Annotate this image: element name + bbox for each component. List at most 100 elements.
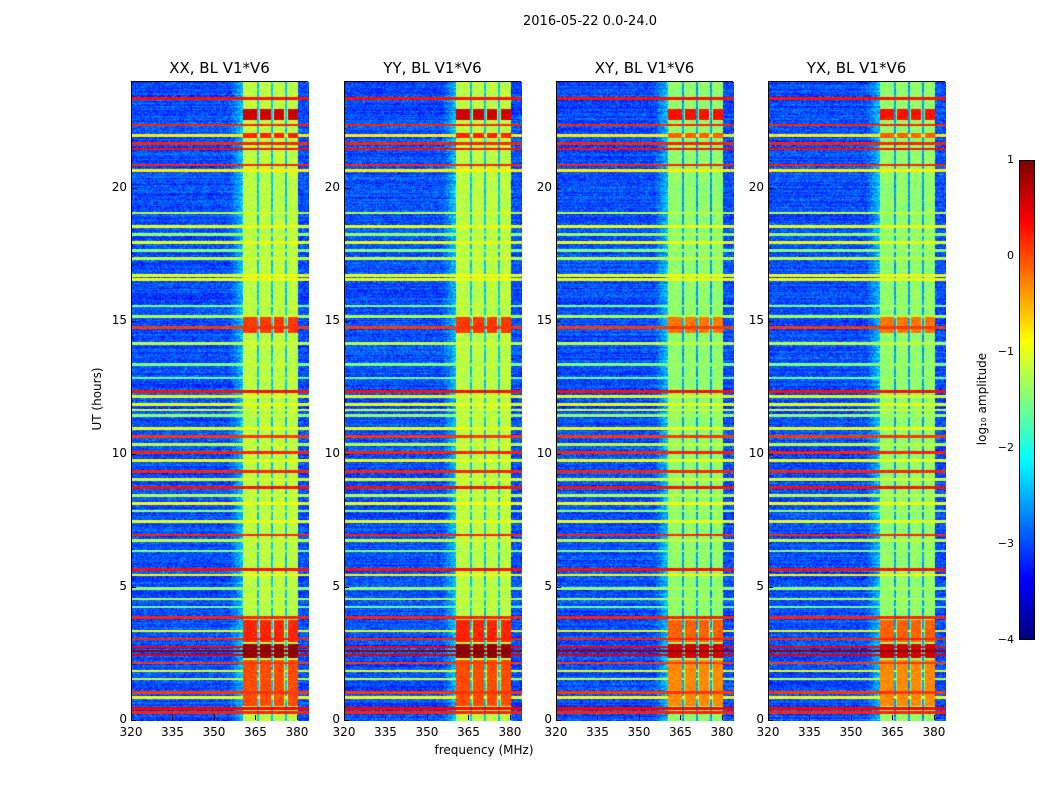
x-tick-label: 320 [756, 725, 780, 739]
y-tick-label: 0 [332, 712, 340, 726]
y-tick-label: 20 [536, 179, 552, 194]
x-tick-label: 335 [374, 725, 397, 739]
y-tick-label: 20 [324, 179, 340, 194]
x-tick-label: 350 [202, 725, 226, 739]
y-tick-mark [768, 320, 773, 322]
x-tick-label: 320 [119, 725, 143, 739]
x-tick-mark [721, 715, 723, 720]
y-tick-mark [344, 453, 349, 455]
y-tick-mark [131, 187, 136, 189]
x-axis-label: frequency (MHz) [434, 743, 534, 757]
x-tick-mark [172, 715, 174, 720]
y-tick-label: 15 [536, 312, 552, 327]
x-tick-mark [680, 715, 682, 720]
x-tick-mark [426, 715, 428, 720]
y-tick-mark [768, 720, 773, 721]
x-tick-mark [933, 715, 935, 720]
x-tick-label: 350 [627, 725, 651, 739]
y-tick-mark [768, 586, 773, 588]
panel-title: YX, BL V1*V6 [806, 59, 907, 77]
x-tick-label: 335 [798, 725, 821, 739]
colorbar-tick-label: 1 [1007, 153, 1014, 166]
x-tick-label: 365 [244, 725, 267, 739]
x-tick-label: 380 [498, 725, 522, 739]
y-tick-label: 15 [748, 312, 764, 327]
x-tick-label: 380 [922, 725, 946, 739]
y-tick-mark [556, 453, 561, 455]
y-tick-label: 5 [332, 578, 340, 593]
y-tick-mark [131, 586, 136, 588]
y-axis-label: UT (hours) [90, 367, 104, 431]
y-tick-label: 0 [544, 712, 552, 726]
x-tick-mark [385, 715, 387, 720]
x-tick-label: 365 [881, 725, 904, 739]
x-tick-mark [892, 715, 894, 720]
x-tick-label: 365 [669, 725, 692, 739]
y-tick-mark [556, 187, 561, 189]
y-tick-mark [344, 586, 349, 588]
x-tick-mark [255, 715, 257, 720]
y-tick-label: 20 [111, 179, 127, 194]
y-tick-mark [556, 586, 561, 588]
y-tick-label: 5 [119, 578, 127, 593]
y-tick-label: 20 [748, 179, 764, 194]
y-tick-label: 10 [111, 445, 127, 460]
x-tick-label: 335 [161, 725, 184, 739]
x-tick-mark [809, 715, 811, 720]
heatmap-cells [345, 82, 522, 721]
panel-title: XY, BL V1*V6 [594, 59, 695, 77]
colorbar [1019, 160, 1035, 640]
y-tick-label: 10 [324, 445, 340, 460]
x-tick-label: 320 [544, 725, 568, 739]
y-tick-mark [344, 320, 349, 322]
x-tick-label: 350 [839, 725, 863, 739]
y-tick-label: 10 [536, 445, 552, 460]
y-tick-label: 5 [544, 578, 552, 593]
colorbar-label: log₁₀ amplitude [975, 352, 989, 446]
heatmap-cells [132, 82, 309, 721]
panel-title: XX, BL V1*V6 [169, 59, 270, 77]
x-tick-label: 350 [415, 725, 439, 739]
x-tick-mark [213, 715, 215, 720]
y-tick-mark [344, 187, 349, 189]
colorbar-tick-label: 0 [1007, 249, 1014, 262]
panel-title: YY, BL V1*V6 [383, 59, 482, 77]
y-tick-mark [556, 320, 561, 322]
x-tick-label: 380 [285, 725, 309, 739]
y-tick-label: 10 [748, 445, 764, 460]
x-tick-label: 320 [332, 725, 356, 739]
colorbar-tick-label: −1 [997, 345, 1014, 358]
x-tick-label: 335 [586, 725, 609, 739]
x-tick-label: 365 [457, 725, 480, 739]
y-tick-mark [768, 187, 773, 189]
x-tick-mark [509, 715, 511, 720]
spectrogram-panel [556, 81, 734, 721]
y-tick-label: 5 [756, 578, 764, 593]
x-tick-mark [296, 715, 298, 720]
y-tick-mark [131, 320, 136, 322]
y-tick-label: 0 [756, 712, 764, 726]
spectrogram-panel [344, 81, 522, 721]
x-tick-mark [638, 715, 640, 720]
x-tick-mark [556, 715, 557, 720]
y-tick-mark [131, 453, 136, 455]
colorbar-gradient [1020, 161, 1034, 639]
heatmap-cells [557, 82, 734, 721]
x-tick-mark [344, 715, 345, 720]
x-tick-mark [850, 715, 852, 720]
y-tick-mark [131, 720, 136, 721]
y-tick-label: 0 [119, 712, 127, 726]
y-tick-mark [768, 453, 773, 455]
x-tick-mark [597, 715, 599, 720]
y-tick-label: 15 [111, 312, 127, 327]
y-tick-label: 15 [324, 312, 340, 327]
colorbar-tick-label: −4 [997, 633, 1014, 646]
spectrogram-panel [131, 81, 309, 721]
heatmap-cells [769, 82, 946, 721]
x-tick-mark [131, 715, 132, 720]
x-tick-mark [768, 715, 769, 720]
colorbar-tick-label: −3 [997, 537, 1014, 550]
figure-title: 2016-05-22 0.0-24.0 [523, 14, 657, 29]
y-tick-mark [556, 720, 561, 721]
x-tick-label: 380 [710, 725, 734, 739]
